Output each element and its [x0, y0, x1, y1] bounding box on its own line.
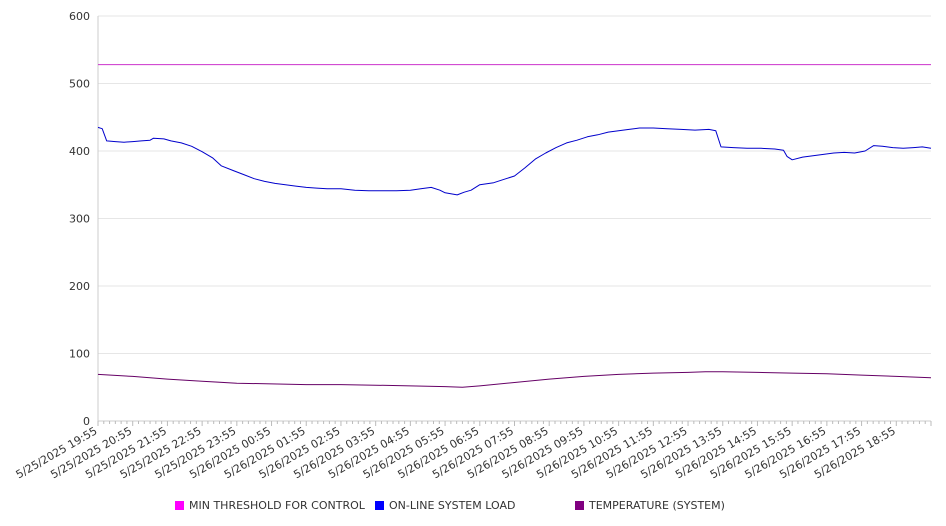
y-tick-label: 600: [69, 10, 90, 23]
y-tick-label: 200: [69, 280, 90, 293]
y-tick-label: 300: [69, 213, 90, 226]
y-tick-label: 400: [69, 145, 90, 158]
legend-item-online-load[interactable]: ON-LINE SYSTEM LOAD: [375, 499, 515, 512]
legend-swatch-online-load: [375, 501, 384, 510]
legend-item-min-threshold[interactable]: MIN THRESHOLD FOR CONTROL: [175, 499, 365, 512]
legend-item-temperature[interactable]: TEMPERATURE (SYSTEM): [575, 499, 725, 512]
legend-label-min-threshold: MIN THRESHOLD FOR CONTROL: [189, 499, 365, 512]
y-tick-label: 100: [69, 348, 90, 361]
y-tick-label: 0: [83, 415, 90, 428]
legend-label-online-load: ON-LINE SYSTEM LOAD: [389, 499, 516, 512]
x-axis: 5/25/2025 19:555/25/2025 20:555/25/2025 …: [14, 420, 932, 481]
series-line-2: [97, 371, 932, 388]
series-line-1: [97, 126, 932, 196]
legend-swatch-temperature: [575, 501, 584, 510]
y-tick-label: 500: [69, 78, 90, 91]
legend-swatch-min-threshold: [175, 501, 184, 510]
legend: MIN THRESHOLD FOR CONTROL ON-LINE SYSTEM…: [0, 499, 946, 513]
y-axis: 0 100 200 300 400 500 600: [69, 10, 99, 428]
gridlines: [98, 15, 931, 354]
plot-area: [97, 64, 932, 388]
legend-label-temperature: TEMPERATURE (SYSTEM): [589, 499, 725, 512]
